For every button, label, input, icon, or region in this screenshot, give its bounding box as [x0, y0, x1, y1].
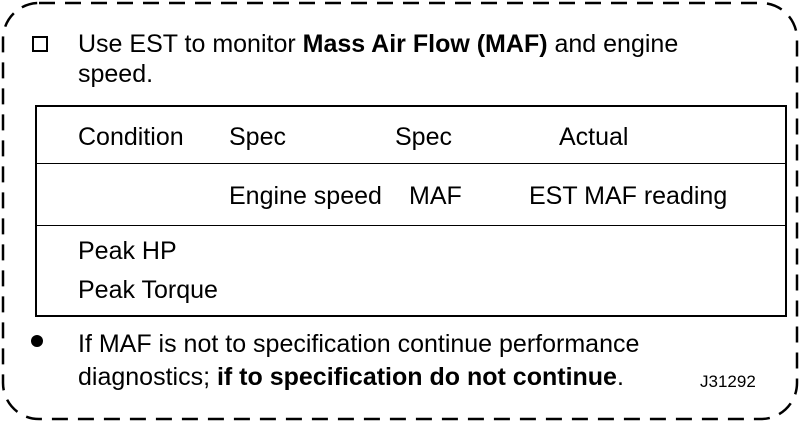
row-peak-torque: Peak Torque: [78, 276, 218, 304]
table-divider-1: [37, 163, 785, 164]
header-condition: Condition: [78, 123, 184, 151]
instruction-emphasis: Mass Air Flow (MAF): [302, 30, 548, 58]
header-spec-1: Spec: [229, 123, 286, 151]
header-actual: Actual: [559, 123, 629, 151]
instruction-suffix: and engine: [547, 30, 679, 58]
note-line-1: If MAF is not to specification continue …: [78, 330, 640, 358]
subheader-engine-speed: Engine speed: [229, 182, 382, 210]
row-peak-hp: Peak HP: [78, 237, 177, 265]
note-line-2: diagnostics; if to specification do not …: [78, 361, 624, 393]
checkbox[interactable]: [32, 36, 48, 52]
bullet-icon: [31, 335, 43, 347]
instruction-line-2: speed.: [78, 60, 154, 88]
subheader-est-maf-reading: EST MAF reading: [529, 182, 728, 210]
header-spec-2: Spec: [395, 123, 452, 151]
table-divider-2: [37, 225, 785, 226]
instruction-line-1: Use EST to monitor Mass Air Flow (MAF) a…: [78, 28, 678, 60]
note-prefix: diagnostics;: [78, 363, 217, 391]
figure-id: J31292: [700, 372, 756, 391]
subheader-maf: MAF: [409, 182, 462, 210]
spec-table: Condition Spec Spec Actual Engine speed …: [35, 105, 787, 317]
note-emphasis: if to specification do not continue: [216, 363, 617, 391]
note-suffix: .: [616, 363, 624, 391]
instruction-prefix: Use EST to monitor: [78, 30, 303, 58]
